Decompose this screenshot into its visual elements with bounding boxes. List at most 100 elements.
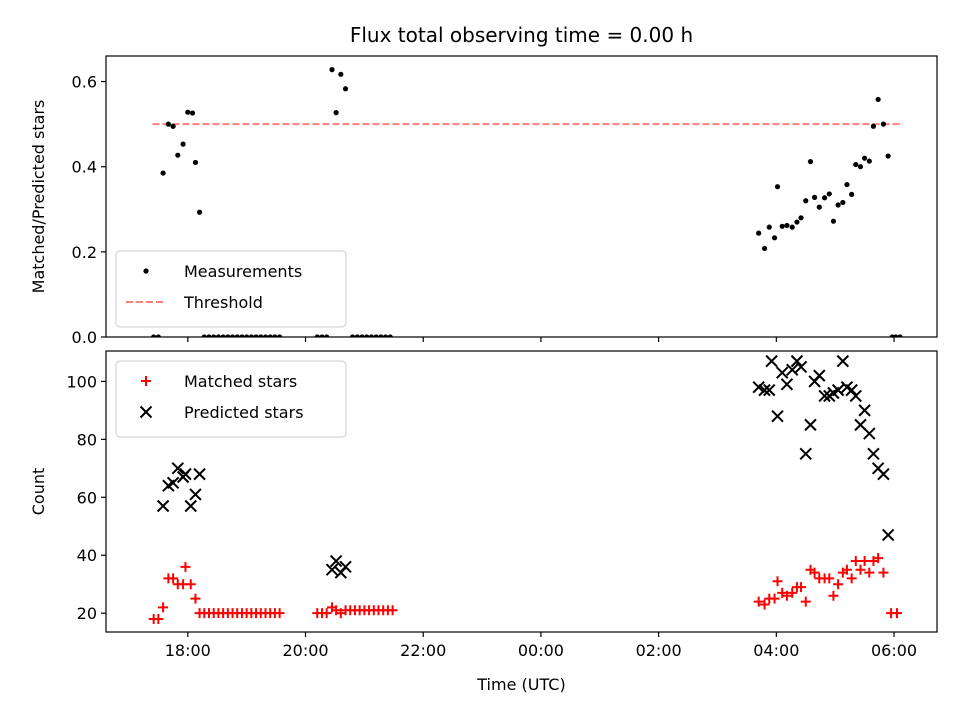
data-point — [771, 235, 778, 241]
data-point — [769, 593, 780, 604]
data-point — [185, 579, 196, 590]
data-point — [189, 110, 196, 116]
data-point — [368, 334, 375, 337]
data-point — [193, 467, 206, 481]
data-point — [329, 554, 343, 568]
y-tick-label: 60 — [77, 488, 97, 507]
x-tick-label: 20:00 — [282, 641, 328, 660]
count-axes-frame — [105, 350, 938, 633]
data-point — [763, 383, 776, 397]
data-point — [225, 334, 231, 337]
y-tick-label: 100 — [66, 372, 97, 391]
data-point — [867, 447, 880, 461]
data-point — [870, 123, 877, 129]
data-point — [171, 462, 185, 475]
data-point — [168, 573, 179, 584]
data-point — [846, 573, 857, 584]
count-legend: Matched stars Predicted stars — [115, 360, 347, 438]
y-tick-label: 80 — [77, 430, 97, 449]
data-point — [813, 369, 826, 382]
x-tick-label: 22:00 — [400, 641, 446, 660]
data-point — [761, 245, 768, 252]
data-point — [220, 334, 226, 337]
legend-label: Threshold — [183, 293, 263, 312]
measurements-series — [151, 67, 903, 337]
data-point — [339, 560, 352, 574]
data-point — [184, 499, 197, 513]
data-point — [314, 334, 320, 337]
legend-marker — [141, 376, 151, 386]
data-point — [873, 553, 884, 564]
data-point — [878, 567, 889, 578]
y-tick-label: 0.6 — [72, 73, 97, 92]
data-point — [789, 224, 795, 230]
data-point — [786, 363, 799, 377]
data-point — [821, 195, 828, 201]
data-point — [877, 467, 890, 481]
legend-label: Predicted stars — [184, 403, 304, 422]
data-point — [853, 161, 859, 168]
data-point — [342, 86, 349, 92]
data-point — [338, 71, 344, 77]
data-point — [863, 427, 876, 440]
ratio-axes-frame — [105, 55, 938, 338]
data-point — [800, 596, 811, 607]
data-point — [349, 334, 356, 337]
data-point — [382, 334, 389, 337]
data-point — [206, 334, 212, 337]
data-point — [824, 573, 835, 584]
data-point — [794, 360, 808, 374]
data-point — [794, 219, 800, 225]
data-point — [881, 528, 895, 542]
data-point — [333, 110, 339, 116]
count-plot-area — [148, 354, 902, 624]
ratio-legend: Measurements Threshold — [115, 250, 347, 328]
data-point — [831, 383, 845, 397]
data-point — [774, 184, 781, 190]
data-point — [215, 334, 222, 337]
data-point — [799, 447, 812, 461]
data-point — [893, 334, 899, 337]
data-point — [248, 334, 254, 337]
data-point — [321, 608, 332, 619]
data-point — [378, 334, 384, 337]
data-point — [811, 194, 818, 200]
data-point — [324, 334, 330, 337]
count-y-axis-label: Count — [29, 468, 48, 516]
data-point — [780, 378, 794, 391]
data-point — [866, 158, 872, 164]
data-point — [156, 499, 170, 513]
legend-marker — [139, 405, 153, 419]
x-tick-label: 06:00 — [871, 641, 917, 660]
data-point — [776, 366, 789, 379]
data-point — [855, 564, 866, 575]
legend-marker — [143, 268, 149, 274]
y-tick-label: 0.4 — [72, 158, 97, 177]
chart-title: Flux total observing time = 0.00 h — [350, 23, 693, 47]
matched-stars-series — [148, 553, 902, 624]
data-point — [179, 467, 192, 481]
data-point — [826, 191, 832, 197]
data-point — [262, 334, 269, 337]
data-point — [155, 334, 161, 337]
data-point — [180, 141, 186, 147]
y-tick-label: 20 — [77, 604, 97, 623]
data-point — [875, 96, 881, 103]
data-point — [758, 383, 771, 397]
data-point — [816, 204, 822, 210]
data-point — [211, 334, 217, 337]
data-point — [809, 567, 820, 578]
predicted-stars-series — [156, 354, 895, 579]
legend-box — [115, 360, 347, 438]
data-point — [836, 354, 850, 368]
data-point — [158, 602, 169, 613]
data-point — [166, 476, 180, 490]
x-tick-label: 18:00 — [165, 641, 211, 660]
data-point — [796, 582, 807, 593]
data-point — [752, 381, 765, 394]
data-point — [267, 334, 273, 337]
data-point — [807, 158, 814, 165]
ratio-y-axis-label: Matched/Predicted stars — [29, 100, 48, 294]
data-point — [325, 563, 339, 576]
data-point — [850, 556, 861, 567]
